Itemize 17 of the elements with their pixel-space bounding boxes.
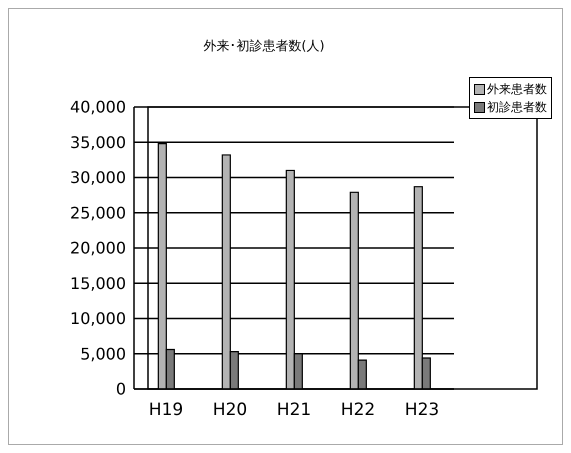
y-tick-label: 0 — [116, 380, 126, 399]
y-tick-label: 30,000 — [70, 168, 126, 188]
y-tick-label: 40,000 — [70, 98, 126, 117]
x-tick-label: H22 — [340, 400, 376, 420]
y-tick-label: 25,000 — [70, 203, 126, 222]
x-tick-label: H23 — [404, 400, 440, 420]
x-tick-label: H20 — [212, 400, 248, 420]
legend-label: 初診患者数 — [487, 99, 547, 116]
legend-label: 外来患者数 — [487, 81, 547, 98]
x-tick-label: H21 — [276, 400, 312, 420]
chart-title: 外来･初診患者数(人) — [202, 38, 326, 55]
x-tick-label: H19 — [148, 400, 184, 420]
y-tick-label: 5,000 — [80, 344, 126, 364]
y-tick-label: 10,000 — [70, 309, 126, 328]
y-tick-label: 15,000 — [70, 274, 126, 293]
y-tick-label: 35,000 — [70, 132, 126, 152]
y-tick-label: 20,000 — [70, 238, 126, 258]
